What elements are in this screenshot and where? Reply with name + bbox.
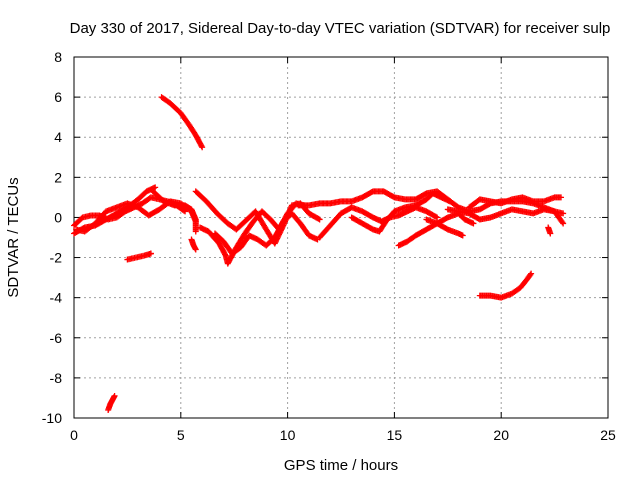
series-track-7 — [150, 188, 199, 235]
series-track-20 — [545, 224, 554, 237]
y-axis-label: SDTVAR / TECUs — [5, 177, 22, 297]
series-track-17 — [444, 206, 567, 227]
y-tick-label: 8 — [54, 49, 62, 65]
data-point — [560, 220, 567, 227]
data-point — [470, 220, 477, 227]
data-point — [111, 392, 118, 399]
data-point — [446, 198, 453, 205]
x-tick-label: 20 — [493, 427, 509, 443]
data-point — [192, 246, 199, 253]
data-point — [528, 270, 535, 277]
x-tick-label: 0 — [70, 427, 78, 443]
y-tick-label: -10 — [42, 410, 62, 426]
y-tick-label: 6 — [54, 89, 62, 105]
y-tick-label: 2 — [54, 169, 62, 185]
x-axis-label: GPS time / hours — [284, 457, 398, 474]
data-point — [560, 210, 567, 217]
series-track-3 — [73, 198, 199, 235]
data-point — [432, 213, 439, 220]
series-track-14 — [348, 190, 453, 235]
data-point — [459, 232, 466, 239]
y-tick-label: 4 — [54, 129, 62, 145]
y-tick-label: -6 — [50, 330, 63, 346]
data-point — [315, 215, 322, 222]
y-tick-label: -2 — [50, 250, 63, 266]
series-track-19 — [476, 270, 535, 301]
grid — [74, 57, 608, 418]
x-tick-label: 5 — [177, 427, 185, 443]
y-tick-label: 0 — [54, 209, 62, 225]
data-point — [558, 194, 565, 201]
chart-title: Day 330 of 2017, Sidereal Day-to-day VTE… — [70, 20, 611, 37]
x-tick-label: 25 — [600, 427, 616, 443]
y-tick-label: -4 — [50, 290, 63, 306]
data-point — [316, 216, 323, 223]
series-track-5 — [105, 392, 118, 413]
data-point — [559, 219, 566, 226]
series-track-16 — [423, 216, 466, 239]
data-point — [199, 144, 206, 151]
series-track-11 — [211, 210, 321, 257]
data-points — [71, 94, 567, 413]
data-point — [147, 250, 154, 257]
data-point — [152, 184, 159, 191]
data-point — [192, 228, 199, 235]
x-tick-label: 10 — [280, 427, 296, 443]
data-point — [434, 214, 441, 221]
series-track-4 — [124, 250, 154, 263]
series-track-8 — [188, 236, 199, 253]
plot-frame — [73, 56, 609, 419]
data-point — [547, 230, 554, 237]
ticks: 0 5 10 15 20 25 -10 -8 -6 -4 -2 0 2 4 6 8 — [42, 49, 616, 443]
data-point — [527, 271, 534, 278]
x-tick-label: 15 — [387, 427, 403, 443]
y-tick-label: -8 — [50, 370, 63, 386]
series-track-18 — [466, 194, 565, 211]
series-track-6 — [158, 94, 206, 151]
